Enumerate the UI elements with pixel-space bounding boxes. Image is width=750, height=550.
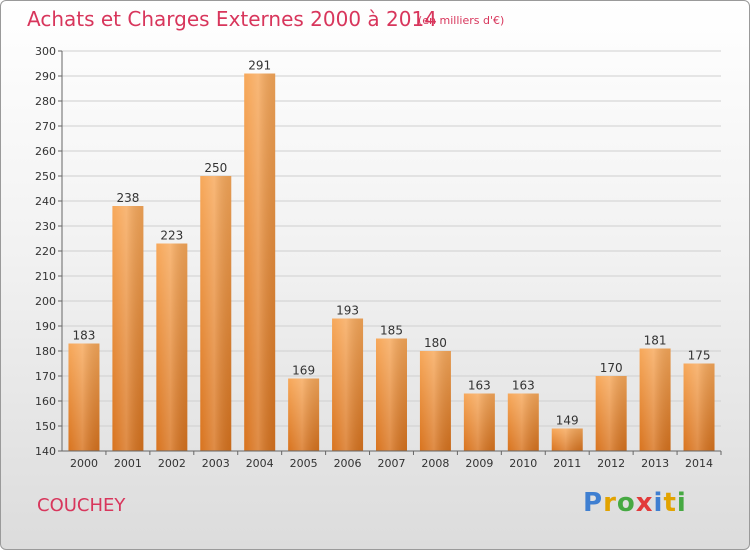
bar-shine [288, 378, 320, 451]
x-axis: 2000 2001 2002 2003 2004 2005 2006 2007 2008 2009… [70, 451, 722, 470]
bar-value-label: 169 [292, 364, 315, 378]
y-tick-label: 260 [35, 145, 56, 158]
bar-value-label: 149 [556, 414, 579, 428]
bar-shine [463, 393, 495, 451]
bar-value-label: 291 [248, 59, 271, 73]
bar-shine [639, 348, 671, 451]
logo-letter: x [635, 488, 654, 518]
bar-value-label: 175 [688, 349, 711, 363]
y-tick-label: 280 [35, 95, 56, 108]
x-tick-label: 2013 [641, 457, 669, 470]
y-tick-label: 230 [35, 220, 56, 233]
logo-letter: i [676, 488, 687, 518]
bar-value-label: 238 [116, 191, 139, 205]
town-name: COUCHEY [37, 495, 126, 516]
logo-letter: t [663, 488, 677, 518]
bar-shine [683, 363, 715, 451]
bar-shine [200, 176, 232, 451]
y-tick-label: 150 [35, 420, 56, 433]
bar-value-label: 223 [160, 229, 183, 243]
y-tick-label: 240 [35, 195, 56, 208]
logo-letter: o [616, 488, 636, 518]
bar-value-label: 185 [380, 324, 403, 338]
bar-shine [507, 393, 539, 451]
y-tick-label: 180 [35, 345, 56, 358]
y-tick-label: 270 [35, 120, 56, 133]
y-tick-label: 170 [35, 370, 56, 383]
y-tick-label: 190 [35, 320, 56, 333]
bar-shine [68, 343, 100, 451]
x-tick-label: 2010 [509, 457, 537, 470]
bar-value-label: 163 [512, 379, 535, 393]
y-tick-label: 300 [35, 45, 56, 58]
y-axis: 140 150 160 170 180 190 200 210 220 230 240 250 260 2… [35, 45, 62, 458]
x-tick-label: 2012 [597, 457, 625, 470]
y-tick-label: 140 [35, 445, 56, 458]
bar-value-label: 193 [336, 304, 359, 318]
x-tick-label: 2000 [70, 457, 98, 470]
logo-letter: i [653, 488, 664, 518]
x-tick-label: 2014 [685, 457, 713, 470]
bar-shine [419, 351, 451, 451]
bars: 183 238 223 250 291 169 193 185 180 163 163 149 170 1… [68, 59, 715, 451]
logo-letter: P [583, 488, 604, 518]
bar-shine [112, 206, 144, 451]
y-tick-label: 210 [35, 270, 56, 283]
bar-value-label: 183 [73, 329, 96, 343]
x-tick-label: 2001 [114, 457, 142, 470]
bar-value-label: 170 [600, 361, 623, 375]
y-tick-label: 160 [35, 395, 56, 408]
logo-letter: r [603, 488, 617, 518]
x-tick-label: 2006 [334, 457, 362, 470]
x-tick-label: 2007 [378, 457, 406, 470]
x-tick-label: 2011 [553, 457, 581, 470]
bar-shine [156, 243, 188, 451]
chart-subtitle: (en milliers d'€) [418, 14, 505, 27]
x-tick-label: 2002 [158, 457, 186, 470]
chart-title: Achats et Charges Externes 2000 à 2014 [27, 7, 437, 31]
proxiti-logo: Proxiti [583, 488, 687, 518]
bar-shine [244, 73, 276, 451]
bar-shine [595, 376, 627, 451]
bar-shine [376, 338, 407, 451]
y-tick-label: 220 [35, 245, 56, 258]
y-tick-label: 250 [35, 170, 56, 183]
bar-value-label: 163 [468, 379, 491, 393]
bar-shine [332, 318, 364, 451]
x-tick-label: 2004 [246, 457, 274, 470]
x-tick-label: 2008 [421, 457, 449, 470]
bar-shine [551, 428, 583, 451]
y-tick-label: 290 [35, 70, 56, 83]
x-tick-label: 2003 [202, 457, 230, 470]
bar-value-label: 181 [644, 334, 667, 348]
y-tick-label: 200 [35, 295, 56, 308]
bar-value-label: 180 [424, 336, 447, 350]
bar-value-label: 250 [204, 161, 227, 175]
x-tick-label: 2009 [465, 457, 493, 470]
x-tick-label: 2005 [290, 457, 318, 470]
